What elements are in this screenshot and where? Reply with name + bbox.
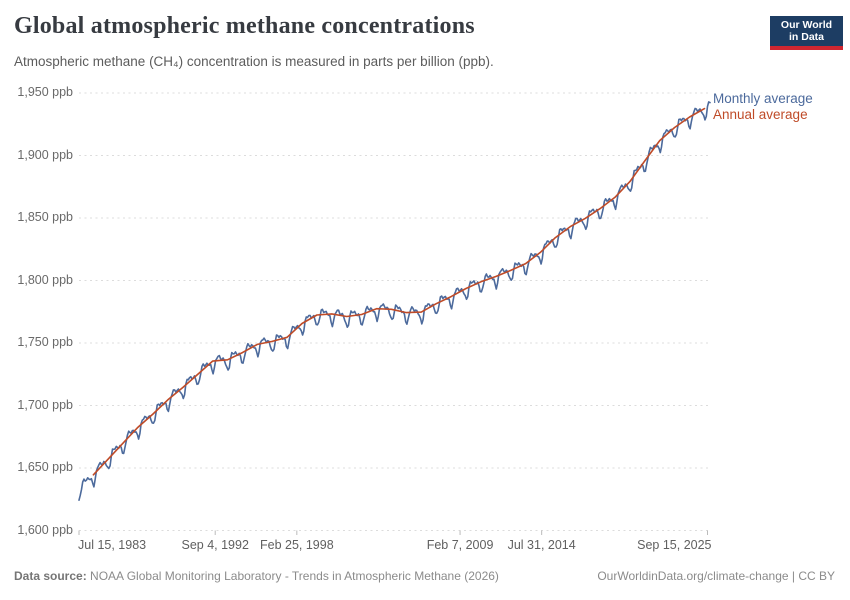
y-axis-label-1950: 1,950 ppb [17, 85, 73, 99]
y-axis-label-1750: 1,750 ppb [17, 335, 73, 349]
chart-subtitle: Atmospheric methane (CH₄) concentration … [14, 54, 494, 69]
legend-monthly-average[interactable]: Monthly average [713, 91, 813, 106]
x-axis-label-Feb-25-1998: Feb 25, 1998 [259, 538, 334, 552]
data-source-note: Data source: NOAA Global Monitoring Labo… [14, 569, 499, 583]
y-axis-label-1900: 1,900 ppb [17, 147, 73, 162]
x-axis-label-Jul-31-2014: Jul 31, 2014 [507, 538, 576, 552]
owid-logo-line2: in Data [788, 30, 824, 43]
x-axis-label-Sep-4-1992: Sep 4, 1992 [181, 538, 249, 552]
annual-average-line[interactable] [92, 107, 706, 476]
owid-logo[interactable]: Our World in Data [770, 16, 843, 50]
monthly-average-line[interactable] [78, 101, 711, 502]
x-axis-label-Jul-15-1983: Jul 15, 1983 [78, 538, 147, 552]
y-axis-label-1700: 1,700 ppb [17, 397, 73, 412]
x-axis-label-Feb-7-2009: Feb 7, 2009 [426, 538, 494, 552]
data-source-label: Data source: [14, 569, 87, 583]
legend-annual-average[interactable]: Annual average [713, 107, 808, 122]
data-source-text: NOAA Global Monitoring Laboratory - Tren… [90, 569, 499, 583]
owid-license-link[interactable]: OurWorldinData.org/climate-change | CC B… [597, 569, 835, 583]
y-axis-label-1800: 1,800 ppb [17, 272, 73, 287]
owid-logo-line1: Our World [780, 19, 833, 31]
page-title: Global atmospheric methane concentration… [14, 13, 475, 39]
y-axis-label-1600: 1,600 ppb [17, 522, 73, 537]
x-axis-label-Sep-15-2025: Sep 15, 2025 [637, 538, 712, 552]
y-axis-label-1850: 1,850 ppb [17, 210, 73, 224]
y-axis-label-1650: 1,650 ppb [17, 460, 73, 474]
